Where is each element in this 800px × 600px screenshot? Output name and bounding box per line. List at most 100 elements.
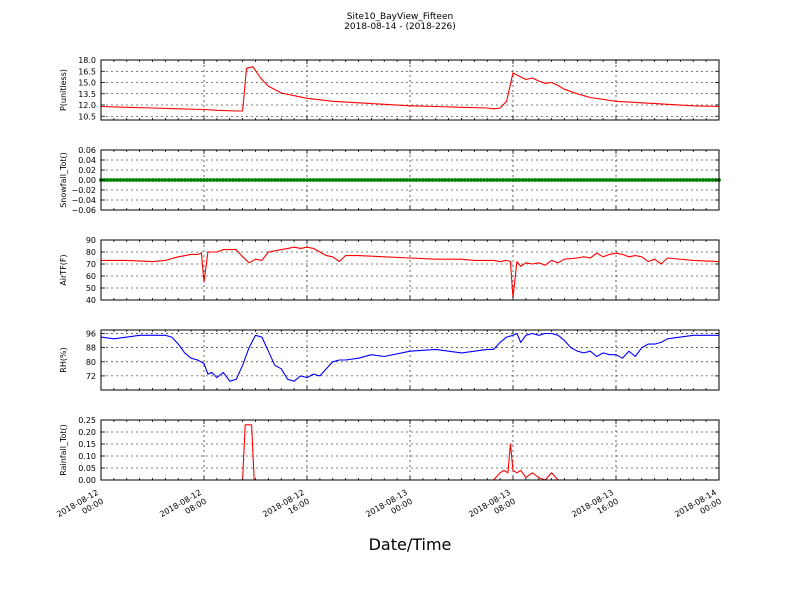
y-tick-label: 0.00 xyxy=(78,476,96,485)
series-marker xyxy=(263,178,268,182)
series-marker xyxy=(507,178,512,182)
series-marker xyxy=(363,178,367,182)
y-tick-label: 0.05 xyxy=(78,464,96,473)
series-line-4-1 xyxy=(100,332,719,382)
series-marker xyxy=(578,178,583,182)
series-marker xyxy=(292,178,296,182)
y-tick-label: 0.00 xyxy=(78,176,96,185)
series-marker xyxy=(369,178,374,182)
series-marker xyxy=(530,178,535,182)
series-marker xyxy=(144,178,149,182)
series-marker xyxy=(427,178,432,182)
series-marker xyxy=(681,178,686,182)
series-marker xyxy=(140,178,145,182)
series-marker xyxy=(456,178,461,182)
series-marker xyxy=(221,178,226,182)
series-marker xyxy=(675,178,680,182)
series-marker xyxy=(392,178,396,182)
series-marker xyxy=(472,178,477,182)
series-marker xyxy=(501,178,506,182)
series-marker xyxy=(157,178,161,182)
series-marker xyxy=(124,178,129,182)
series-marker xyxy=(707,178,712,182)
series-marker xyxy=(527,178,531,182)
series-marker xyxy=(163,178,168,182)
series-marker xyxy=(147,178,152,182)
series-marker xyxy=(446,178,451,182)
series-marker xyxy=(256,178,261,182)
series-marker xyxy=(594,178,599,182)
series-marker xyxy=(311,178,316,182)
series-marker xyxy=(488,178,493,182)
series-marker xyxy=(192,178,197,182)
series-marker xyxy=(433,178,438,182)
series-marker xyxy=(247,178,252,182)
series-marker xyxy=(231,178,235,182)
series-marker xyxy=(379,178,383,182)
y-tick-label: 96 xyxy=(86,330,96,339)
series-marker xyxy=(704,178,708,182)
y-axis-label: Snowfall_Tot() xyxy=(59,152,68,208)
y-tick-label: 0.04 xyxy=(78,156,96,165)
series-marker xyxy=(684,178,689,182)
series-marker xyxy=(308,178,313,182)
series-marker xyxy=(253,178,258,182)
series-marker xyxy=(340,178,345,182)
series-marker xyxy=(211,178,216,182)
series-marker xyxy=(353,178,358,182)
series-marker xyxy=(588,178,593,182)
y-tick-label: −0.06 xyxy=(71,206,96,215)
series-marker xyxy=(710,178,715,182)
series-marker xyxy=(701,178,705,182)
series-marker xyxy=(330,178,335,182)
series-marker xyxy=(160,178,165,182)
series-marker xyxy=(633,178,638,182)
series-marker xyxy=(475,178,480,182)
panel-4: 72 80 88 96 RH(%) xyxy=(59,329,720,391)
series-marker xyxy=(691,178,696,182)
series-marker xyxy=(105,178,110,182)
series-marker xyxy=(359,178,364,182)
series-marker xyxy=(520,178,525,182)
series-marker xyxy=(250,178,255,182)
series-marker xyxy=(591,178,596,182)
panel-3: 40 50 60 70 80 90 AirTF(F) xyxy=(59,236,720,305)
series-marker xyxy=(581,178,586,182)
y-tick-label: 16.5 xyxy=(78,67,96,76)
series-marker xyxy=(208,178,213,182)
series-marker xyxy=(524,178,528,182)
series-marker xyxy=(443,178,448,182)
series-marker xyxy=(649,178,654,182)
series-marker xyxy=(243,178,248,182)
series-marker xyxy=(289,178,293,182)
series-marker xyxy=(128,178,132,182)
series-marker xyxy=(186,178,190,182)
series-marker xyxy=(652,178,657,182)
series-marker xyxy=(549,178,554,182)
series-marker xyxy=(517,178,522,182)
series-marker xyxy=(511,178,515,182)
series-marker xyxy=(356,178,361,182)
series-marker xyxy=(301,178,306,182)
y-tick-label: 0.20 xyxy=(78,428,96,437)
series-marker xyxy=(665,178,670,182)
y-tick-label: 80 xyxy=(86,358,96,367)
series-marker xyxy=(453,178,457,182)
series-marker xyxy=(153,178,158,182)
series-marker xyxy=(350,178,354,182)
series-marker xyxy=(295,178,300,182)
series-marker xyxy=(672,178,676,182)
y-tick-label: 72 xyxy=(86,372,96,381)
series-marker xyxy=(559,178,564,182)
panel-2: −0.06−0.04−0.020.000.020.040.06 Snowfall_… xyxy=(59,146,721,215)
series-marker xyxy=(134,178,139,182)
series-marker xyxy=(495,178,499,182)
y-tick-label: 90 xyxy=(86,236,96,245)
series-marker xyxy=(131,178,136,182)
series-marker xyxy=(266,178,271,182)
series-marker xyxy=(346,178,351,182)
y-axis-label: AirTF(F) xyxy=(59,254,68,285)
y-tick-label: 13.5 xyxy=(78,90,96,99)
series-marker xyxy=(610,178,615,182)
series-marker xyxy=(182,178,187,182)
